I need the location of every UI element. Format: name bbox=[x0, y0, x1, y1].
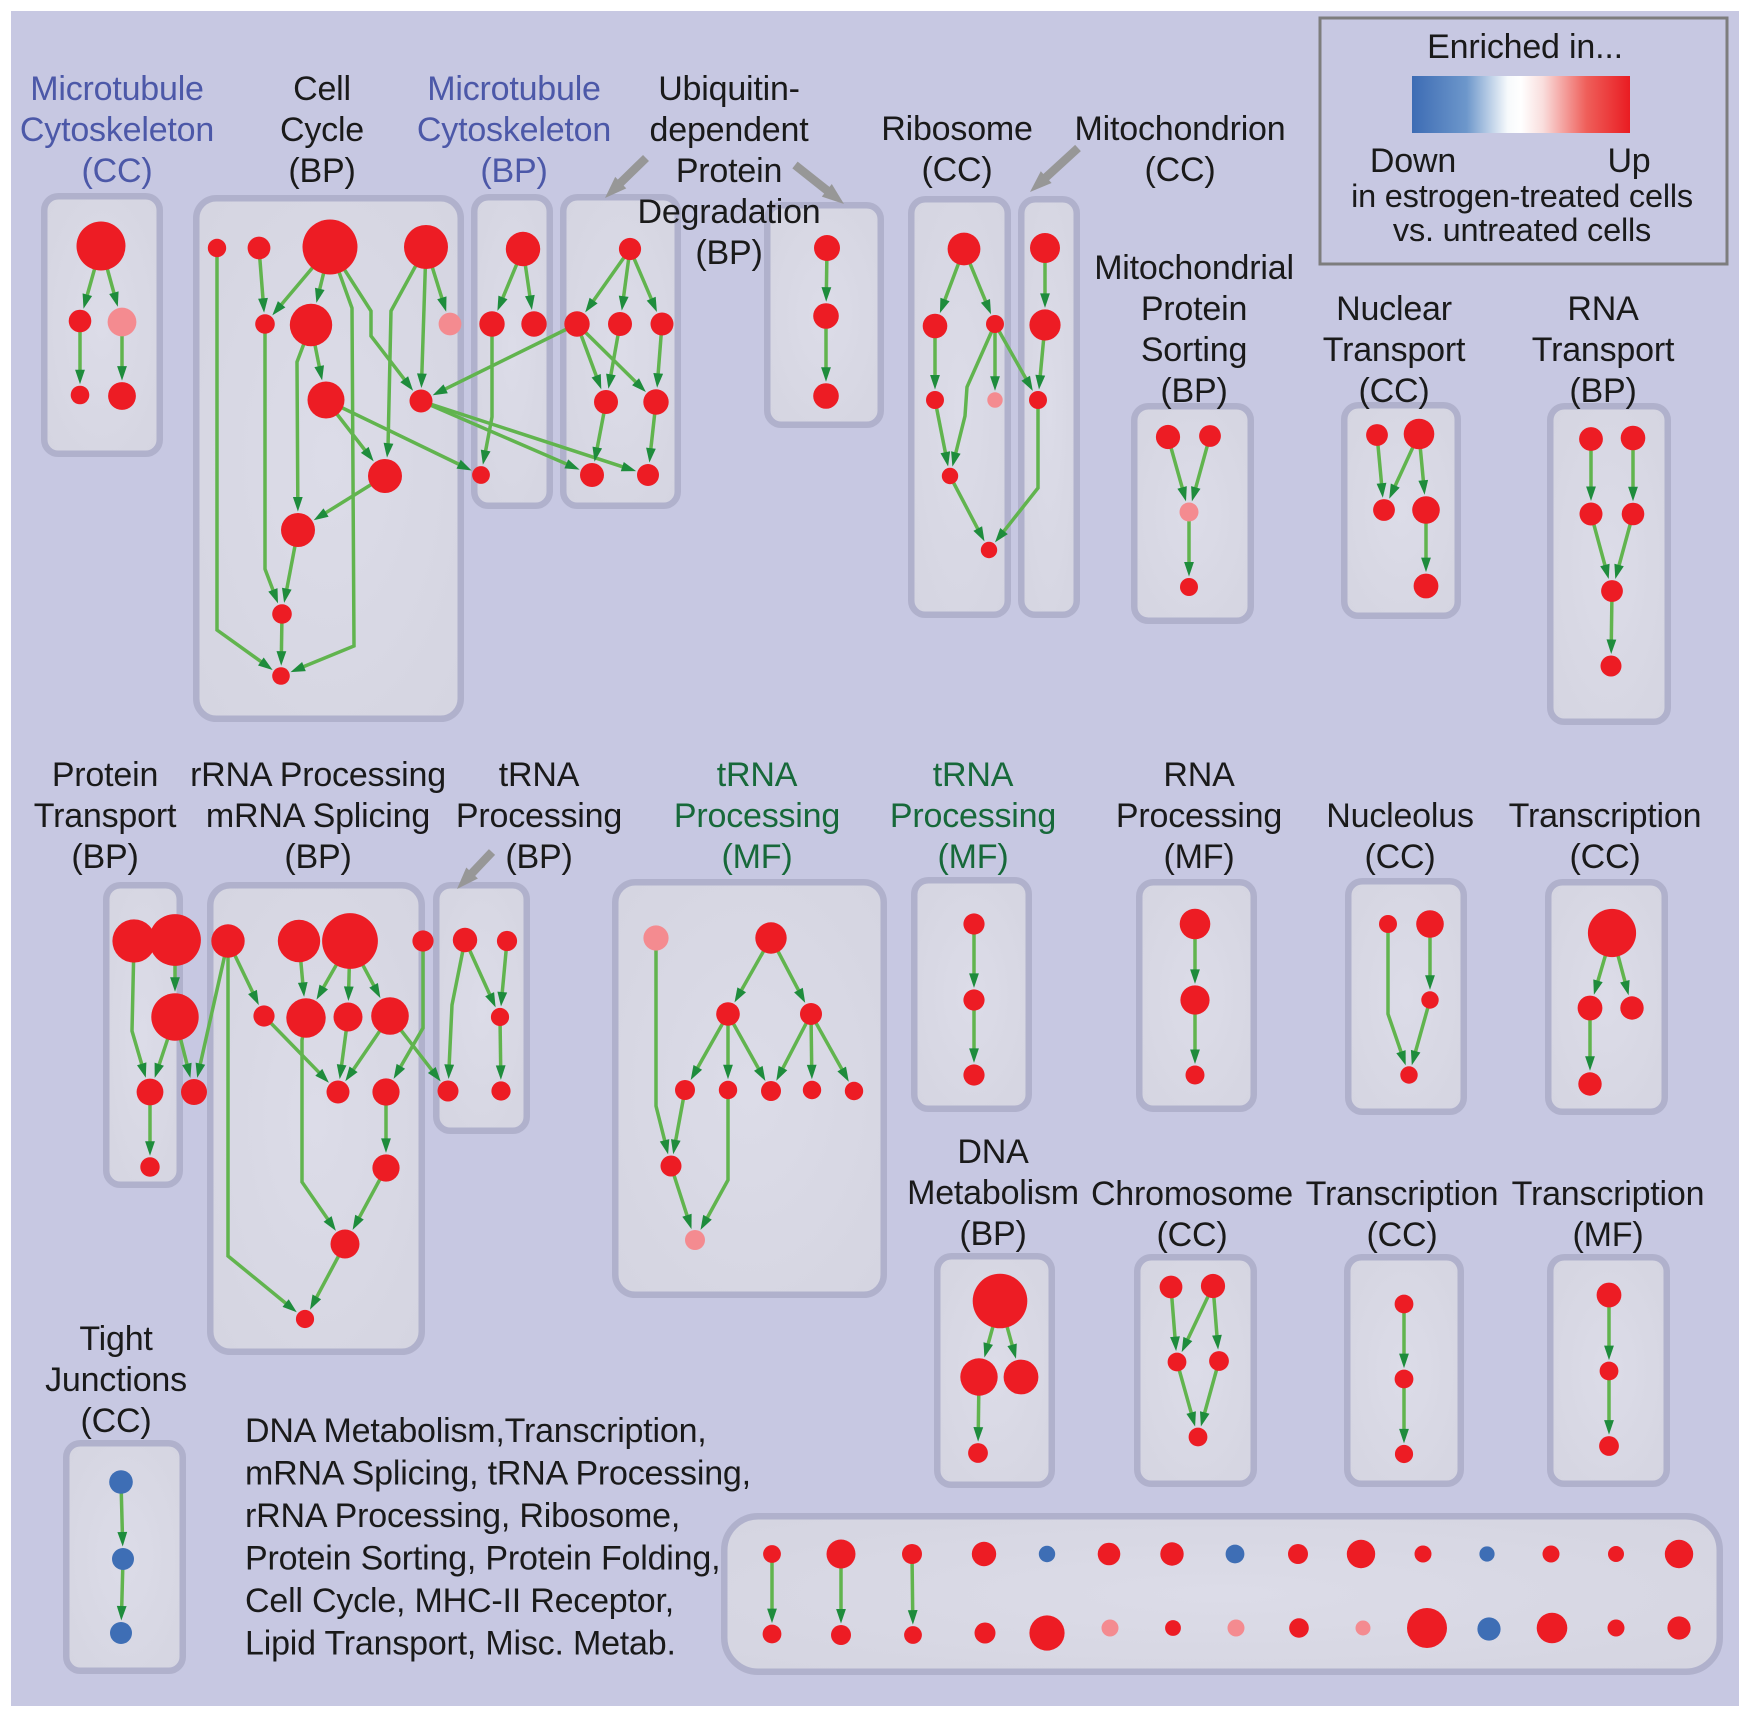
svg-text:Nucleolus: Nucleolus bbox=[1326, 797, 1474, 835]
svg-text:(BP): (BP) bbox=[480, 152, 547, 190]
svg-text:dependent: dependent bbox=[650, 111, 810, 149]
svg-text:(CC): (CC) bbox=[1365, 838, 1436, 876]
svg-text:Junctions: Junctions bbox=[45, 1361, 187, 1399]
svg-text:mRNA Splicing: mRNA Splicing bbox=[206, 797, 430, 835]
svg-text:Microtubule: Microtubule bbox=[30, 70, 204, 108]
svg-text:Protein: Protein bbox=[1141, 290, 1247, 328]
svg-text:in estrogen-treated cells: in estrogen-treated cells bbox=[1351, 178, 1693, 214]
svg-text:tRNA: tRNA bbox=[933, 756, 1014, 794]
svg-text:Processing: Processing bbox=[674, 797, 840, 835]
svg-text:(BP): (BP) bbox=[505, 838, 572, 876]
svg-text:(CC): (CC) bbox=[81, 1402, 152, 1440]
svg-text:tRNA: tRNA bbox=[499, 756, 580, 794]
svg-text:Protein Sorting, Protein Foldi: Protein Sorting, Protein Folding, bbox=[245, 1540, 720, 1578]
svg-text:Cytoskeleton: Cytoskeleton bbox=[20, 111, 214, 149]
svg-text:rRNA Processing: rRNA Processing bbox=[190, 756, 446, 794]
svg-text:(MF): (MF) bbox=[722, 838, 793, 876]
svg-text:Mitochondrial: Mitochondrial bbox=[1094, 249, 1294, 287]
svg-text:(BP): (BP) bbox=[288, 152, 355, 190]
svg-text:(BP): (BP) bbox=[695, 234, 762, 272]
svg-text:Transport: Transport bbox=[34, 797, 177, 835]
svg-text:Processing: Processing bbox=[456, 797, 622, 835]
svg-text:(CC): (CC) bbox=[922, 151, 993, 189]
svg-text:Up: Up bbox=[1607, 142, 1650, 180]
svg-text:Chromosome: Chromosome bbox=[1091, 1175, 1293, 1213]
svg-text:Transport: Transport bbox=[1532, 331, 1675, 369]
svg-text:Ubiquitin-: Ubiquitin- bbox=[658, 70, 800, 108]
svg-text:Protein: Protein bbox=[676, 152, 782, 190]
svg-text:(CC): (CC) bbox=[1359, 372, 1430, 410]
svg-text:Transcription: Transcription bbox=[1512, 1175, 1705, 1213]
svg-text:(CC): (CC) bbox=[1570, 838, 1641, 876]
svg-text:Cell Cycle, MHC-II Receptor,: Cell Cycle, MHC-II Receptor, bbox=[245, 1582, 674, 1620]
svg-text:(BP): (BP) bbox=[959, 1215, 1026, 1253]
svg-text:Processing: Processing bbox=[1116, 797, 1282, 835]
svg-text:Cytoskeleton: Cytoskeleton bbox=[417, 111, 611, 149]
svg-text:(CC): (CC) bbox=[82, 152, 153, 190]
svg-text:RNA: RNA bbox=[1567, 290, 1639, 328]
svg-text:(BP): (BP) bbox=[1569, 372, 1636, 410]
svg-text:Enriched in...: Enriched in... bbox=[1427, 28, 1623, 66]
svg-text:Processing: Processing bbox=[890, 797, 1056, 835]
svg-text:Transport: Transport bbox=[1323, 331, 1466, 369]
svg-text:DNA: DNA bbox=[957, 1133, 1029, 1171]
svg-text:Metabolism: Metabolism bbox=[907, 1174, 1079, 1212]
svg-text:Cell: Cell bbox=[293, 70, 351, 108]
svg-text:Ribosome: Ribosome bbox=[881, 110, 1032, 148]
svg-text:Cycle: Cycle bbox=[280, 111, 364, 149]
svg-text:Degradation: Degradation bbox=[637, 193, 820, 231]
svg-text:RNA: RNA bbox=[1163, 756, 1235, 794]
svg-text:Transcription: Transcription bbox=[1509, 797, 1702, 835]
svg-text:Protein: Protein bbox=[52, 756, 158, 794]
svg-text:(MF): (MF) bbox=[938, 838, 1009, 876]
svg-text:(BP): (BP) bbox=[284, 838, 351, 876]
svg-text:Transcription: Transcription bbox=[1306, 1175, 1499, 1213]
svg-text:Sorting: Sorting bbox=[1141, 331, 1247, 369]
svg-text:Microtubule: Microtubule bbox=[427, 70, 601, 108]
svg-text:(CC): (CC) bbox=[1145, 151, 1216, 189]
svg-text:rRNA Processing, Ribosome,: rRNA Processing, Ribosome, bbox=[245, 1497, 680, 1535]
svg-text:(MF): (MF) bbox=[1164, 838, 1235, 876]
svg-text:Nuclear: Nuclear bbox=[1336, 290, 1452, 328]
svg-text:tRNA: tRNA bbox=[717, 756, 798, 794]
svg-text:Tight: Tight bbox=[79, 1320, 153, 1358]
svg-text:Lipid Transport, Misc. Metab.: Lipid Transport, Misc. Metab. bbox=[245, 1625, 676, 1663]
svg-text:(MF): (MF) bbox=[1573, 1216, 1644, 1254]
svg-text:(CC): (CC) bbox=[1367, 1216, 1438, 1254]
svg-text:DNA Metabolism,Transcription,: DNA Metabolism,Transcription, bbox=[245, 1412, 707, 1450]
svg-text:Mitochondrion: Mitochondrion bbox=[1075, 110, 1286, 148]
svg-text:(CC): (CC) bbox=[1157, 1216, 1228, 1254]
svg-text:mRNA Splicing, tRNA Processing: mRNA Splicing, tRNA Processing, bbox=[245, 1455, 751, 1493]
svg-text:(BP): (BP) bbox=[1160, 372, 1227, 410]
svg-text:(BP): (BP) bbox=[71, 838, 138, 876]
svg-text:vs. untreated cells: vs. untreated cells bbox=[1393, 212, 1651, 248]
svg-text:Down: Down bbox=[1370, 142, 1456, 180]
